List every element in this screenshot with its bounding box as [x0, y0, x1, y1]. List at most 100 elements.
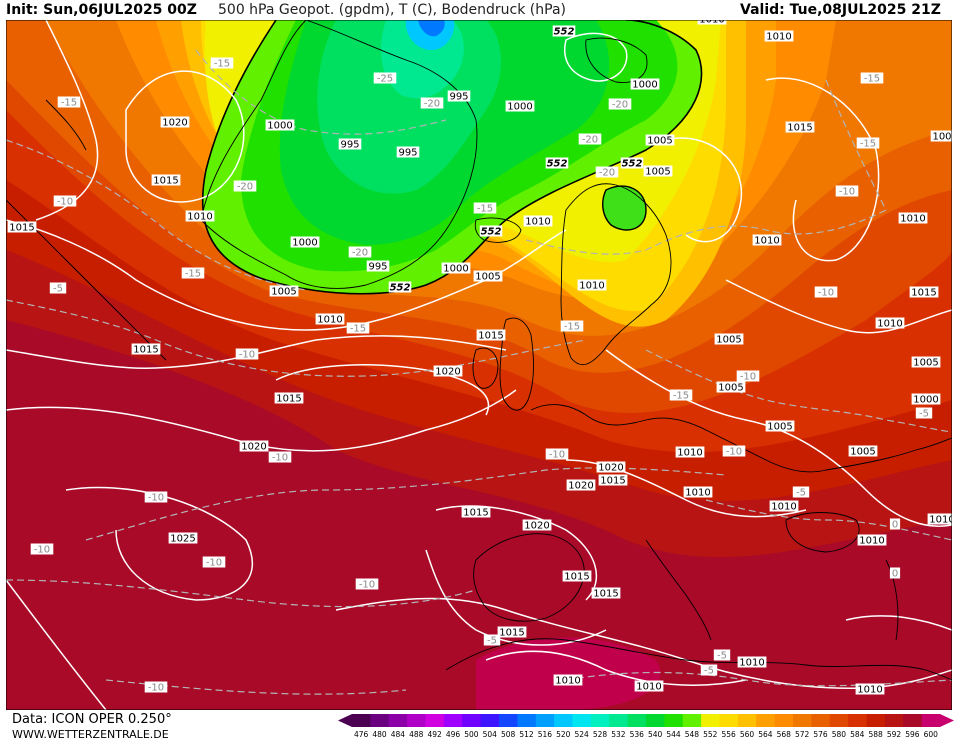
isotherm-label-box [792, 486, 810, 498]
colorbar-tick-label: 600 [924, 730, 939, 739]
isotherm-label: -25 [373, 72, 397, 85]
isobar-label: 1020 [522, 519, 552, 532]
isotherm-label-box [595, 166, 619, 178]
isotherm-label-text: -20 [237, 182, 253, 193]
isobar-label-box [591, 587, 621, 599]
isotherm-label-box [268, 451, 292, 463]
isotherm-label-box [420, 97, 444, 109]
isobar-label-text: 1020 [435, 367, 460, 378]
isobar-label-box [265, 119, 295, 131]
isobar-label: 995 [338, 138, 362, 151]
colorbar-tick-label: 516 [538, 730, 553, 739]
contour-552-small [602, 185, 647, 231]
isotherms [6, 49, 952, 695]
isotherm-label: -5 [483, 634, 501, 647]
isobar-label: 1005 [848, 445, 878, 458]
colorbar-max-arrow [940, 714, 954, 727]
isobar-label-text: 1005 [850, 447, 875, 458]
isobar-label: 1015 [785, 121, 815, 134]
isotherm-label-box [578, 133, 602, 145]
colorbar-tick-label: 512 [519, 730, 534, 739]
isobar-label-box [239, 440, 269, 452]
isobar-label: 1010 [898, 212, 928, 225]
isobar-label-box [765, 420, 795, 432]
isotherm-label-text: -5 [717, 651, 727, 662]
isotherm-label: -10 [736, 370, 760, 383]
isobar-label: 1000 [265, 119, 295, 132]
colorbar-tick-label: 504 [483, 730, 498, 739]
colorbar-tick-label: 484 [391, 730, 406, 739]
isotherm-label: -5 [700, 664, 718, 677]
isobar-label: 1010 [737, 656, 767, 669]
colorbar-tick-label: 564 [758, 730, 773, 739]
isotherm-label-box [373, 72, 397, 84]
isotherm-label: -10 [268, 451, 292, 464]
isobar-label-text: 1015 [133, 345, 158, 356]
colorbar-swatch [462, 714, 482, 727]
colorbar-swatch [903, 714, 923, 727]
isobar-label-text: 1010 [187, 212, 212, 223]
isotherm-label: -20 [595, 166, 619, 179]
isobar-label-box [630, 78, 660, 90]
isobar-label-box [497, 626, 527, 638]
colorbar-tick-label: 552 [703, 730, 718, 739]
isotherm-label-box [202, 556, 226, 568]
isobar-label-text: 1015 [9, 223, 34, 234]
isobar-label-text: 1000 [443, 264, 468, 275]
isobar-label-text: 1005 [475, 272, 500, 283]
coast-iberia [473, 533, 585, 622]
colorbar-swatch [793, 714, 812, 727]
isobar-label-box [714, 333, 744, 345]
isotherm-label-box [30, 543, 54, 555]
isobar-label-text: 1010 [877, 319, 902, 330]
isobar-label: 1015 [591, 587, 621, 600]
isobar-label: 1015 [461, 506, 491, 519]
isotherm-label-box [560, 320, 584, 332]
geopotential-label-text: 552 [390, 283, 411, 294]
isobar-label: 1015 [909, 286, 939, 299]
isotherm-label-text: -15 [61, 98, 77, 109]
isobar-label: 995 [396, 146, 420, 159]
isobar-label-box [461, 506, 491, 518]
isobar-label: 1010 [577, 279, 607, 292]
isobar-label: 1010 [764, 30, 794, 43]
isobar-label: 1005 [716, 381, 746, 394]
isobar-label: 1010 [857, 534, 887, 547]
colorbar-tick-label: 584 [850, 730, 865, 739]
isobar-label: 1005 [269, 285, 299, 298]
website-link[interactable]: WWW.WETTERZENTRALE.DE [12, 728, 169, 741]
isobar-label: 1010 [315, 313, 345, 326]
isobar-label-box [553, 674, 583, 686]
isobar-label: 1015 [562, 570, 592, 583]
coast-africa [445, 638, 952, 681]
isotherm-label: -15 [560, 320, 584, 333]
colorbar-tick-label: 524 [575, 730, 590, 739]
isobar-label-box [911, 356, 941, 368]
colorbar-tick-label: 536 [630, 730, 645, 739]
isobar-label: 1005 [645, 134, 675, 147]
colorbar-swatch [443, 714, 463, 727]
isobar-label-text: 1015 [276, 394, 301, 405]
isotherm-label-box [608, 98, 632, 110]
isobar-label-box [855, 683, 885, 695]
isotherm-label-box [889, 567, 901, 579]
isobar-label-box [338, 138, 362, 150]
isotherm-label: -15 [473, 202, 497, 215]
isobar-label: 1020 [239, 440, 269, 453]
colorbar-tick-label: 544 [666, 730, 681, 739]
isobar-label: 1000 [505, 100, 535, 113]
isobar-label: 1000 [630, 78, 660, 91]
isobar-label-text: 1015 [478, 331, 503, 342]
isobar-label-text: 1005 [913, 358, 938, 369]
isobar-label-text: 1015 [600, 476, 625, 487]
isobar-label-text: 1010 [317, 315, 342, 326]
colorbar-swatch [811, 714, 831, 727]
colorbar-tick-label: 596 [905, 730, 920, 739]
colorbar-swatch [774, 714, 794, 727]
isobar-label-box [274, 392, 304, 404]
isotherm-label-text: -5 [919, 409, 929, 420]
isobar-label-text: 1000 [507, 102, 532, 113]
colorbar-swatch [352, 714, 371, 727]
isobar-label-text: 995 [368, 262, 387, 273]
isotherm-label-text: -10 [57, 197, 73, 208]
